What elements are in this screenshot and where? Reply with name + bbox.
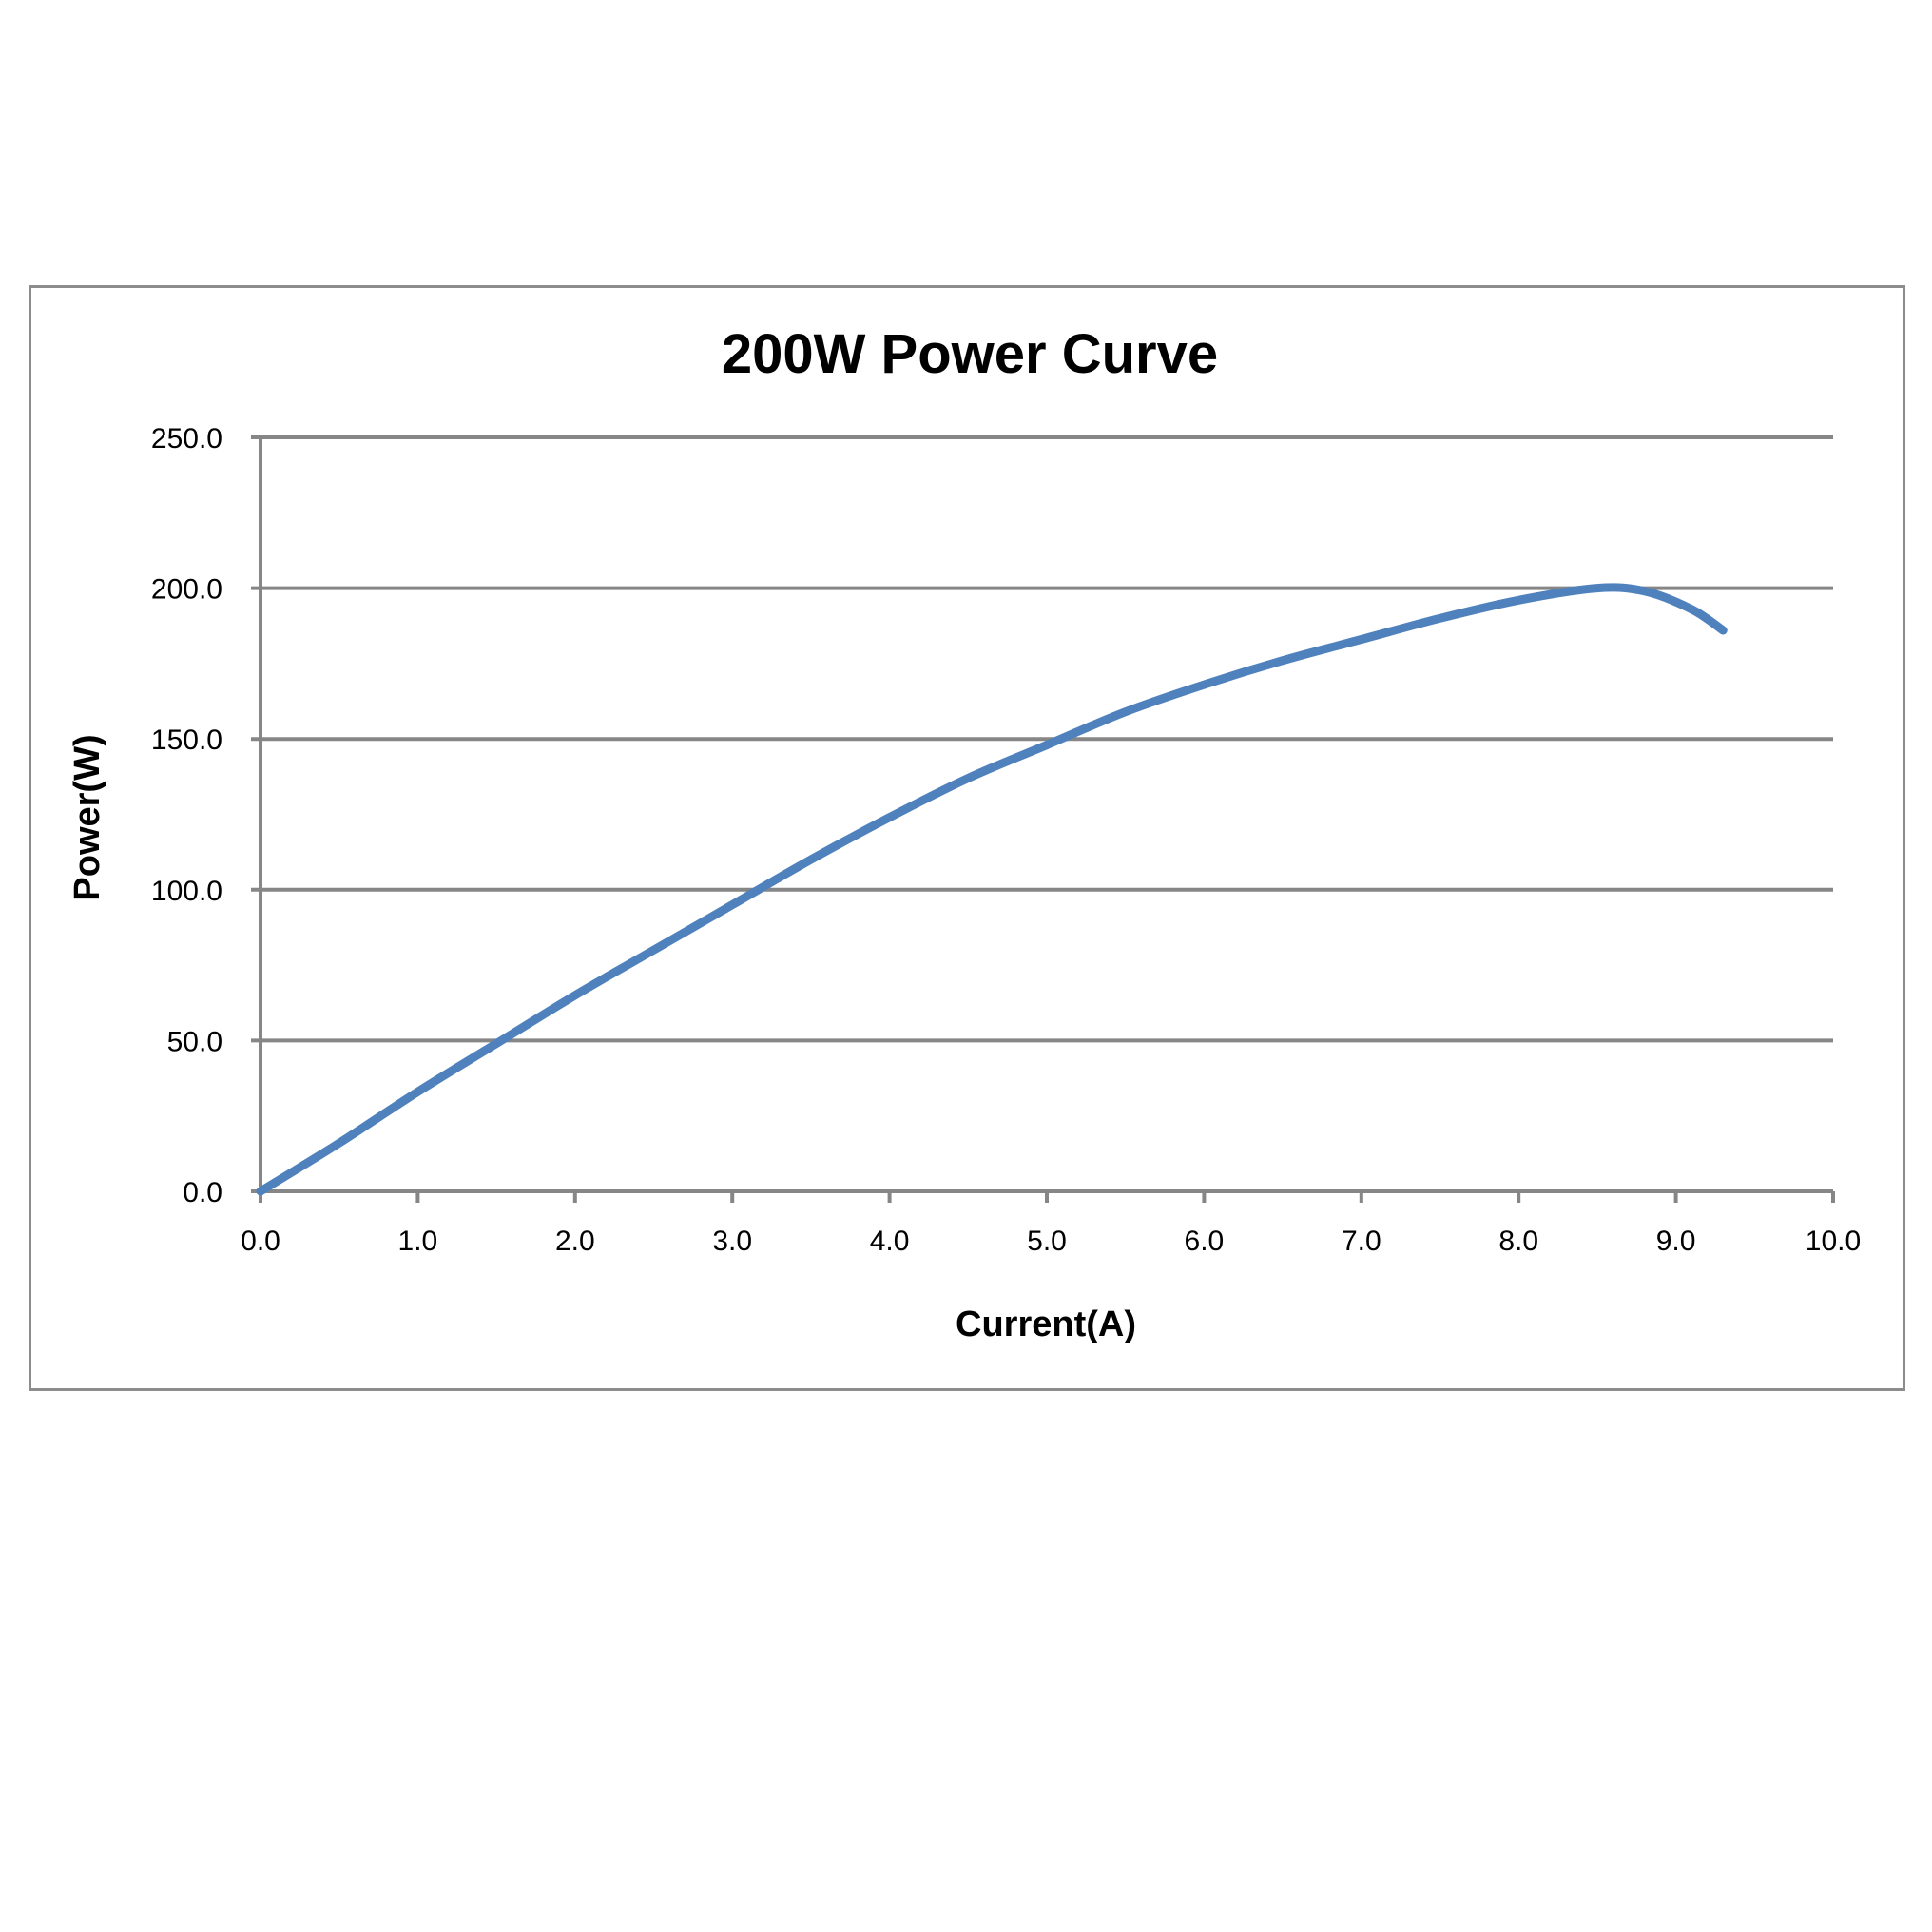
chart-frame <box>29 285 1905 1391</box>
x-tick-label: 7.0 <box>1342 1226 1381 1257</box>
axes <box>259 437 1835 1203</box>
series-layer <box>256 583 1728 1196</box>
x-tick-label: 5.0 <box>1027 1226 1067 1257</box>
series-line <box>256 583 1728 1196</box>
y-tick-label: 150.0 <box>151 724 222 756</box>
x-tick-label: 0.0 <box>241 1226 280 1257</box>
x-tick-label: 2.0 <box>555 1226 595 1257</box>
x-tick-labels: 0.0 1.0 2.0 3.0 4.0 5.0 6.0 7.0 8.0 9.0 10.0 <box>241 1226 1861 1257</box>
y-tick-label: 100.0 <box>151 876 222 907</box>
x-tick-label: 1.0 <box>398 1226 438 1257</box>
x-tick-label: 3.0 <box>712 1226 752 1257</box>
x-tick-label: 6.0 <box>1185 1226 1225 1257</box>
x-tick-label: 4.0 <box>870 1226 910 1257</box>
gridlines <box>251 435 1833 1193</box>
y-tick-label: 200.0 <box>151 574 222 606</box>
chart-title: 200W Power Curve <box>722 323 1218 385</box>
y-axis-label: Power(W) <box>68 734 107 900</box>
x-tick-label: 10.0 <box>1806 1226 1861 1257</box>
x-tick-label: 8.0 <box>1498 1226 1538 1257</box>
y-tick-label: 0.0 <box>183 1177 222 1208</box>
x-axis-label: Current(A) <box>956 1304 1136 1344</box>
y-tick-labels: 0.0 50.0 100.0 150.0 200.0 250.0 <box>151 423 222 1208</box>
x-tick-label: 9.0 <box>1656 1226 1696 1257</box>
y-tick-label: 250.0 <box>151 423 222 454</box>
y-tick-label: 50.0 <box>167 1026 222 1057</box>
